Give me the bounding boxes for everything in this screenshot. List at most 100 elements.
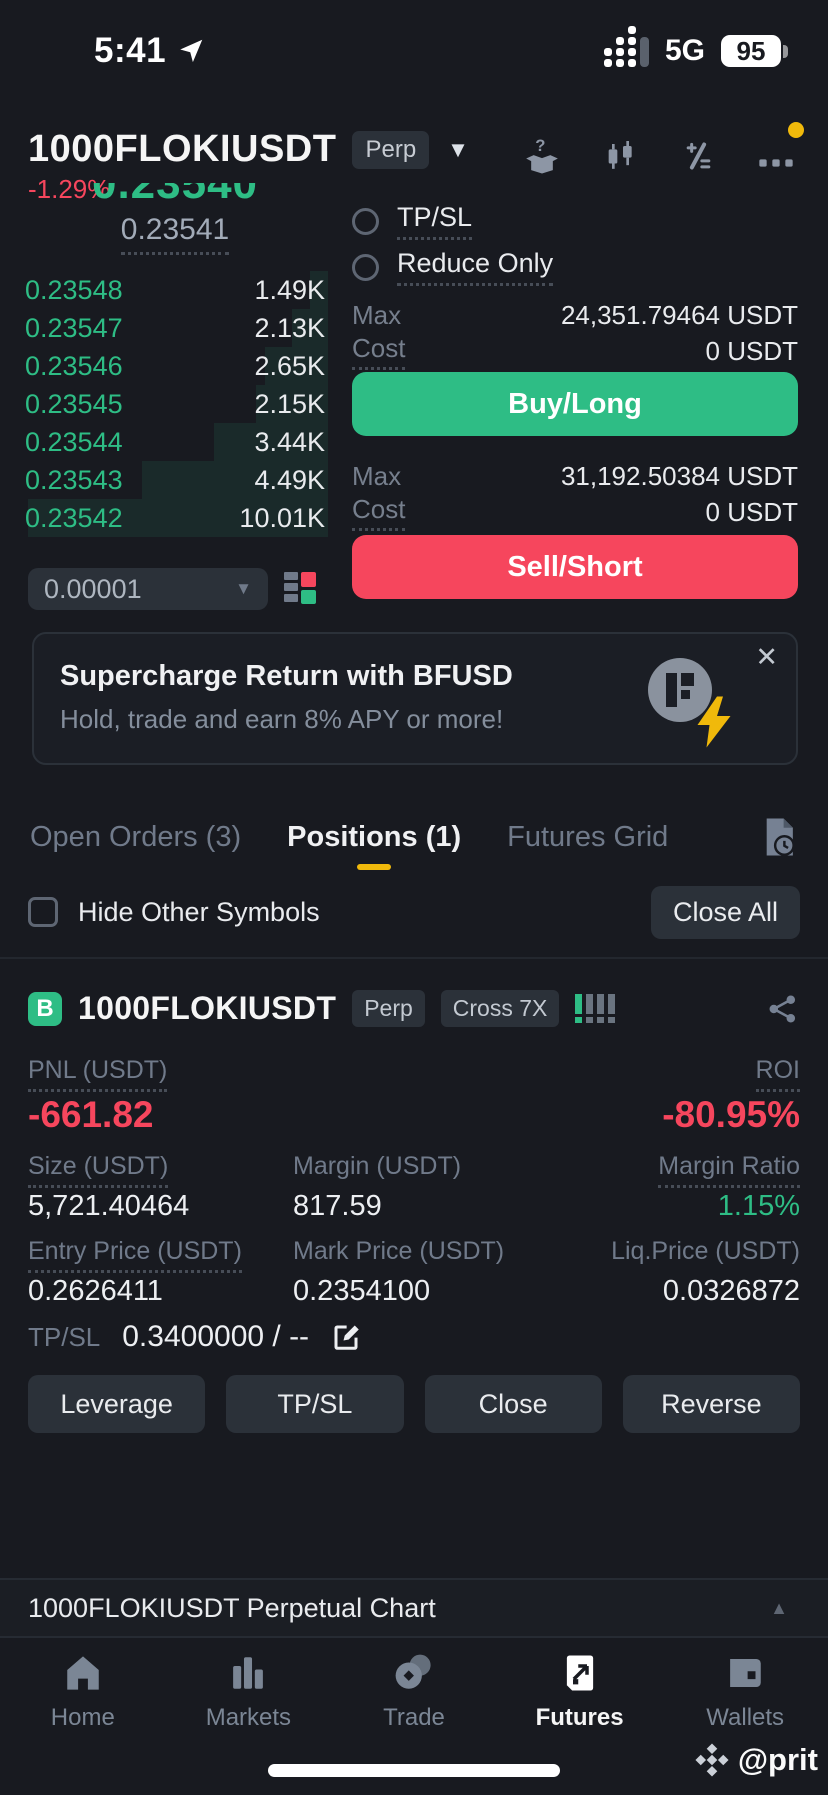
position-symbol[interactable]: 1000FLOKIUSDT (78, 990, 337, 1026)
home-indicator[interactable] (268, 1764, 560, 1777)
depth-bar (265, 347, 328, 385)
mark-price[interactable]: 0.23541 (120, 213, 230, 255)
bfusd-banner[interactable]: ✕ Supercharge Return with BFUSD Hold, tr… (32, 632, 798, 765)
tab-open-orders[interactable]: Open Orders (3) (30, 820, 242, 853)
signal-dim-bar (639, 37, 649, 67)
nav-futures[interactable]: Futures (497, 1648, 663, 1748)
close-icon[interactable]: ✕ (755, 642, 778, 672)
tab-futures-grid[interactable]: Futures Grid (507, 820, 669, 853)
share-icon[interactable] (766, 992, 800, 1026)
tpsl-button[interactable]: TP/SL (226, 1375, 404, 1433)
sell-short-button[interactable]: Sell/Short (352, 535, 798, 599)
last-price: 0.23540 (91, 183, 259, 208)
futures-icon (566, 1655, 593, 1691)
tab-positions[interactable]: Positions (1) (287, 821, 461, 870)
sell-max-row: Max 31,192.50384 USDT (352, 461, 798, 492)
close-button[interactable]: Close (424, 1375, 602, 1433)
margin-value[interactable]: 817.59 (293, 1190, 382, 1222)
wallet-icon (730, 1659, 761, 1687)
buy-long-button[interactable]: Buy/Long (352, 372, 798, 436)
status-bar: 5:41 5G 95 (0, 26, 828, 76)
collapse-up-icon[interactable]: ▲ (770, 1597, 788, 1618)
nav-markets-label: Markets (205, 1704, 292, 1731)
order-book-row[interactable]: 0.23542 10.01K (25, 499, 328, 537)
hide-other-symbols-checkbox[interactable] (28, 897, 58, 927)
position-field-labels-row2: Entry Price (USDT) Mark Price (USDT) Liq… (28, 1237, 800, 1273)
nav-trade[interactable]: Trade (331, 1648, 497, 1748)
lightning-bolt-icon (697, 696, 731, 748)
entry-price-value: 0.2626411 (28, 1275, 163, 1307)
symbol-selector[interactable]: 1000FLOKIUSDT Perp ▼ (28, 128, 800, 171)
max-label: Max (352, 300, 402, 330)
chart-collapse-bar[interactable]: 1000FLOKIUSDT Perpetual Chart ▲ (0, 1578, 828, 1638)
bfusd-logo-icon (648, 658, 712, 722)
edit-icon[interactable] (331, 1322, 361, 1352)
pnl-value: -661.82 (28, 1094, 154, 1135)
reduce-only-option[interactable]: Reduce Only (352, 248, 798, 286)
signal-icon (603, 26, 649, 67)
margin-label: Margin (USDT) (293, 1152, 462, 1180)
order-book-row[interactable]: 0.23544 3.44K (25, 423, 328, 461)
max-label: Max (352, 461, 402, 491)
tick-size-selector[interactable]: 0.00001 ▼ (28, 568, 268, 610)
battery-icon: 95 (721, 35, 788, 67)
candlestick-chart-icon[interactable] (600, 136, 640, 176)
order-book-row[interactable]: 0.23548 1.49K (25, 271, 328, 309)
order-book-row[interactable]: 0.23546 2.65K (25, 347, 328, 385)
symbol-title[interactable]: 1000FLOKIUSDT (28, 128, 337, 170)
position-field-values-row2: 0.2626411 0.2354100 0.0326872 (28, 1275, 800, 1308)
sell-max-value: 31,192.50384 USDT (560, 461, 798, 491)
order-book-row[interactable]: 0.23545 2.15K (25, 385, 328, 423)
radio-icon[interactable] (352, 207, 379, 235)
bid-size: 2.15K (254, 388, 325, 419)
position-tpsl-value: 0.3400000 / -- (122, 1320, 310, 1353)
position-tpsl-label: TP/SL (28, 1321, 101, 1352)
leverage-button[interactable]: Leverage (28, 1375, 206, 1433)
price-change-percent: -1.29% (28, 174, 111, 204)
bid-price[interactable]: 0.23546 (25, 350, 123, 381)
chevron-down-icon: ▼ (235, 579, 252, 598)
size-value: 5,721.40464 (28, 1190, 190, 1222)
order-book-layout-icon[interactable] (284, 572, 316, 604)
calculator-icon[interactable] (678, 136, 718, 176)
battery-percent: 95 (736, 35, 766, 66)
bid-price[interactable]: 0.23543 (25, 464, 123, 495)
nav-markets[interactable]: Markets (166, 1648, 332, 1748)
bid-price[interactable]: 0.23548 (25, 274, 123, 305)
watermark: @prit (694, 1742, 818, 1778)
order-book-row[interactable]: 0.23543 4.49K (25, 461, 328, 499)
bid-size: 2.13K (254, 312, 325, 343)
network-type: 5G (664, 34, 705, 67)
buy-max-value: 24,351.79464 USDT (560, 300, 798, 330)
size-label: Size (USDT) (28, 1152, 169, 1188)
entry-price-label: Entry Price (USDT) (28, 1237, 242, 1273)
bid-price[interactable]: 0.23544 (25, 426, 123, 457)
close-all-button[interactable]: Close All (650, 885, 800, 939)
margin-mode-badge[interactable]: Cross 7X (440, 990, 560, 1027)
guide-box-icon[interactable]: ? (522, 136, 562, 176)
nav-wallets-label: Wallets (706, 1704, 785, 1731)
watermark-text: @prit (737, 1742, 818, 1777)
reduce-only-label: Reduce Only (397, 248, 554, 286)
nav-home[interactable]: Home (0, 1648, 166, 1748)
depth-bar (292, 309, 328, 347)
bid-price[interactable]: 0.23547 (25, 312, 123, 343)
margin-ratio-bars-icon (575, 994, 616, 1023)
more-icon[interactable] (756, 122, 804, 176)
bid-price[interactable]: 0.23542 (25, 502, 123, 533)
header: 1000FLOKIUSDT Perp ▼ -1.29% ? (28, 122, 804, 208)
tp-sl-option[interactable]: TP/SL (352, 202, 798, 240)
contract-type-badge: Perp (352, 130, 430, 169)
bar-chart-icon (233, 1657, 264, 1689)
location-arrow-icon (180, 39, 203, 63)
order-history-icon[interactable] (760, 817, 798, 857)
reverse-button[interactable]: Reverse (622, 1375, 800, 1433)
chevron-down-icon[interactable]: ▼ (447, 136, 469, 162)
depth-bar (28, 499, 328, 537)
roi-value: -80.95% (662, 1094, 800, 1135)
banner-title: Supercharge Return with BFUSD (60, 660, 513, 692)
bid-price[interactable]: 0.23545 (25, 388, 123, 419)
order-book-row[interactable]: 0.23547 2.13K (25, 309, 328, 347)
nav-wallets[interactable]: Wallets (662, 1648, 828, 1748)
radio-icon[interactable] (352, 253, 379, 281)
